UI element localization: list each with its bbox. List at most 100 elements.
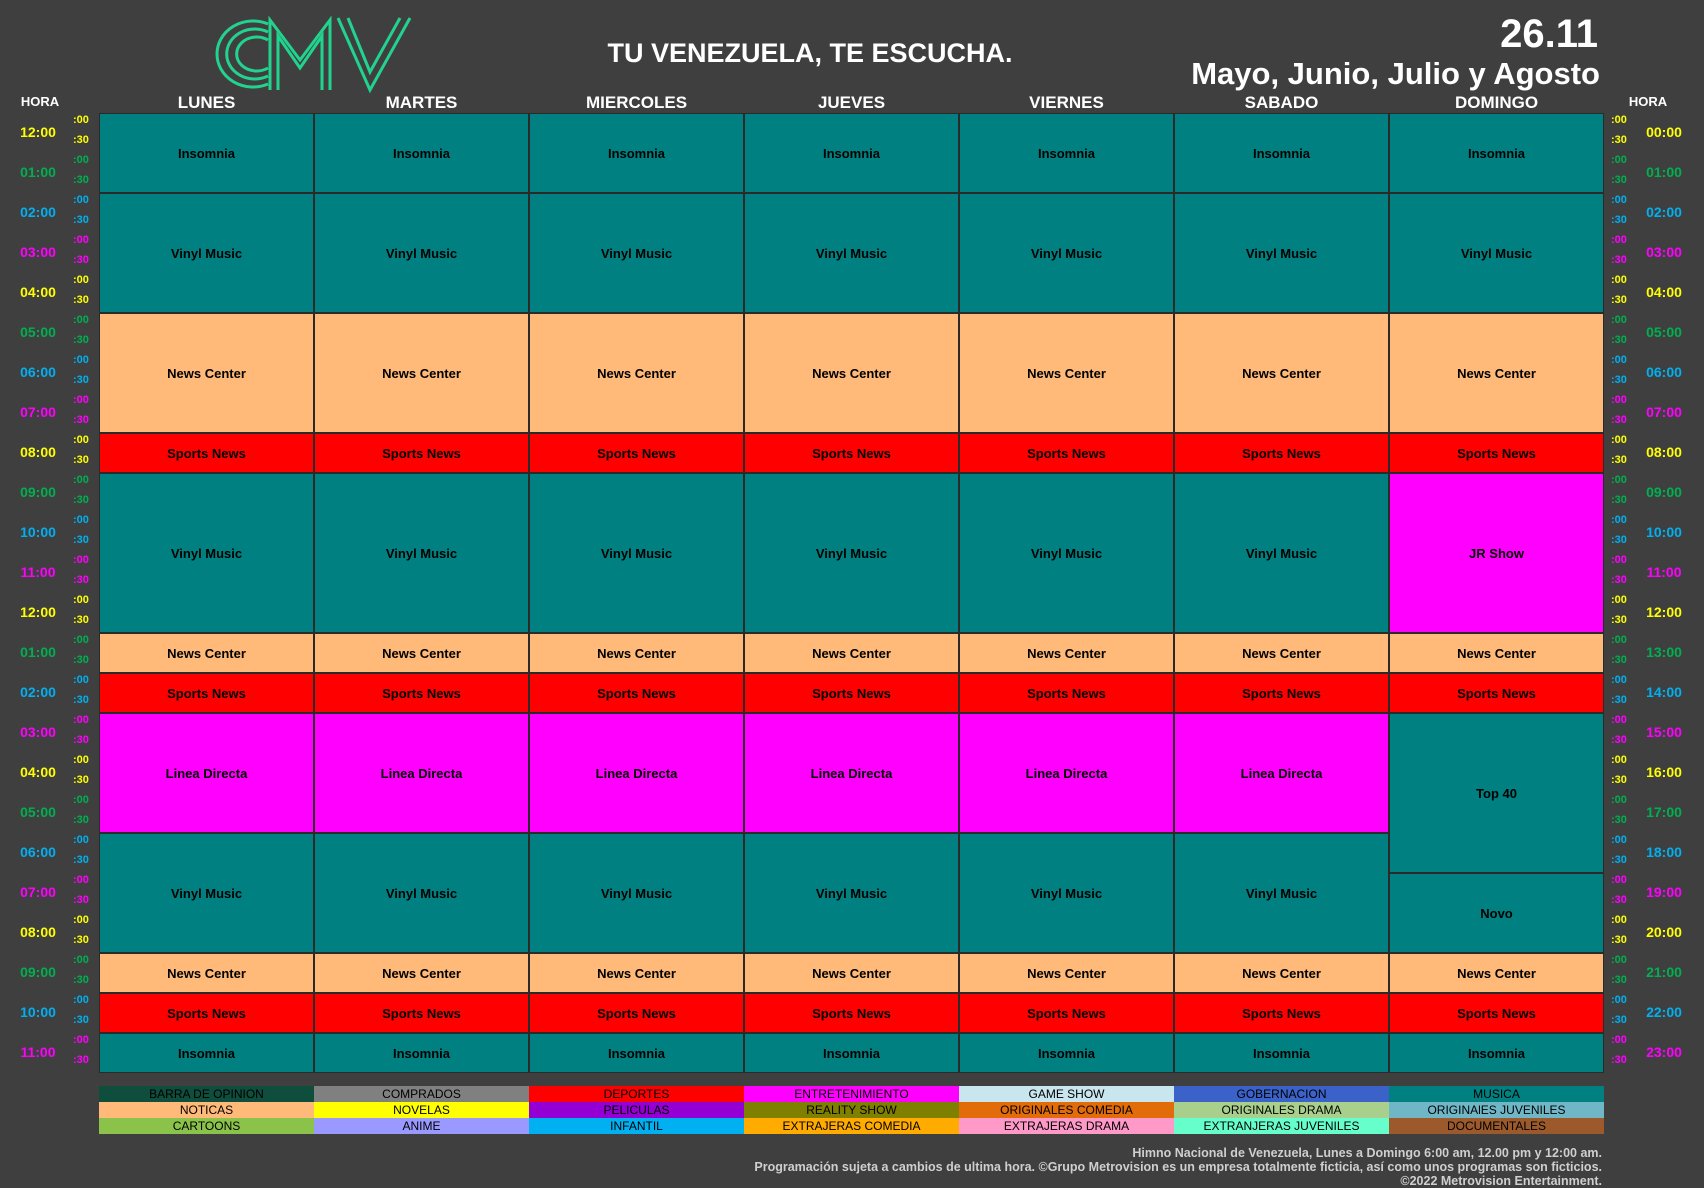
program-block: News Center: [314, 633, 529, 673]
program-block: Insomnia: [1389, 113, 1604, 193]
minute-mark-right: :30: [1611, 334, 1627, 346]
minute-mark-right: :00: [1611, 354, 1627, 366]
legend-item: MUSICA: [1389, 1086, 1604, 1102]
program-block: Vinyl Music: [959, 193, 1174, 313]
minute-mark-right: :30: [1611, 734, 1627, 746]
program-block: Vinyl Music: [99, 833, 314, 953]
legend-item: COMPRADOS: [314, 1086, 529, 1102]
minute-mark-left: :00: [73, 354, 89, 366]
program-block: Vinyl Music: [1174, 193, 1389, 313]
day-header-sabado: SABADO: [1244, 93, 1319, 112]
legend-item: ORIGINAlES JUVENILES: [1389, 1102, 1604, 1118]
minute-mark-right: :00: [1611, 274, 1627, 286]
hour-label-right: 23:00: [1646, 1044, 1682, 1060]
program-block: Vinyl Music: [529, 833, 744, 953]
hour-label-left: 04:00: [20, 764, 56, 780]
program-block: Insomnia: [1389, 1033, 1604, 1073]
minute-mark-right: :00: [1611, 194, 1627, 206]
minute-mark-right: :00: [1611, 714, 1627, 726]
hour-label-right: 22:00: [1646, 1004, 1682, 1020]
minute-mark-right: :00: [1611, 514, 1627, 526]
minute-mark-left: :30: [73, 774, 89, 786]
program-block: Vinyl Music: [314, 193, 529, 313]
legend-item: DOCUMENTALES: [1389, 1118, 1604, 1134]
legend-item: DEPORTES: [529, 1086, 744, 1102]
hour-label-right: 11:00: [1646, 564, 1682, 580]
program-block: News Center: [744, 953, 959, 993]
minute-mark-left: :00: [73, 314, 89, 326]
program-block: Insomnia: [529, 1033, 744, 1073]
minute-mark-left: :30: [73, 1054, 89, 1066]
program-block: Sports News: [1174, 673, 1389, 713]
hour-label-left: 06:00: [20, 364, 56, 380]
hour-label-left: 06:00: [20, 844, 56, 860]
minute-mark-right: :30: [1611, 534, 1627, 546]
minute-mark-right: :30: [1611, 374, 1627, 386]
hour-label-right: 03:00: [1646, 244, 1682, 260]
minute-mark-left: :00: [73, 554, 89, 566]
minute-mark-right: :00: [1611, 994, 1627, 1006]
program-block: Linea Directa: [99, 713, 314, 833]
minute-mark-right: :30: [1611, 294, 1627, 306]
program-block: Insomnia: [314, 1033, 529, 1073]
program-block: News Center: [1389, 633, 1604, 673]
minute-mark-right: :00: [1611, 914, 1627, 926]
hour-label-left: 07:00: [20, 404, 56, 420]
program-block: Insomnia: [529, 113, 744, 193]
hour-label-left: 05:00: [20, 324, 56, 340]
program-block: Sports News: [1389, 673, 1604, 713]
hour-label-right: 02:00: [1646, 204, 1682, 220]
hora-header-right: HORA: [1628, 94, 1668, 109]
program-block: Sports News: [1174, 433, 1389, 473]
program-block: Vinyl Music: [1174, 473, 1389, 633]
minute-mark-left: :30: [73, 374, 89, 386]
minute-mark-right: :00: [1611, 474, 1627, 486]
footer-line-2: Programación sujeta a cambios de ultima …: [754, 1160, 1602, 1174]
program-block: News Center: [314, 953, 529, 993]
program-block: Insomnia: [99, 113, 314, 193]
hour-label-left: 10:00: [20, 1004, 56, 1020]
program-block: News Center: [1389, 953, 1604, 993]
minute-mark-left: :30: [73, 214, 89, 226]
minute-mark-right: :00: [1611, 1034, 1627, 1046]
program-block: News Center: [529, 313, 744, 433]
program-block: Sports News: [744, 433, 959, 473]
legend-item: EXTRAJERAS DRAMA: [959, 1118, 1174, 1134]
hour-label-right: 16:00: [1646, 764, 1682, 780]
legend-item: ENTRETENIMIENTO: [744, 1086, 959, 1102]
minute-mark-right: :30: [1611, 414, 1627, 426]
legend-item: PELICULAS: [529, 1102, 744, 1118]
program-block: Sports News: [1174, 993, 1389, 1033]
minute-mark-right: :30: [1611, 614, 1627, 626]
legend-item: BARRA DE OPINION: [99, 1086, 314, 1102]
minute-mark-left: :30: [73, 494, 89, 506]
hour-label-left: 10:00: [20, 524, 56, 540]
program-block: Insomnia: [959, 113, 1174, 193]
hour-label-left: 02:00: [20, 684, 56, 700]
hour-label-right: 04:00: [1646, 284, 1682, 300]
hour-label-left: 01:00: [20, 644, 56, 660]
hour-label-left: 08:00: [20, 444, 56, 460]
program-block: News Center: [959, 633, 1174, 673]
minute-mark-right: :30: [1611, 974, 1627, 986]
program-block: Vinyl Music: [959, 833, 1174, 953]
hour-label-left: 03:00: [20, 724, 56, 740]
legend-item: ORIGINALES DRAMA: [1174, 1102, 1389, 1118]
minute-mark-right: :00: [1611, 394, 1627, 406]
program-block: Vinyl Music: [1389, 193, 1604, 313]
minute-mark-left: :00: [73, 194, 89, 206]
hour-label-right: 06:00: [1646, 364, 1682, 380]
hour-label-right: 12:00: [1646, 604, 1682, 620]
footer-line-3: ©2022 Metrovision Entertainment.: [1400, 1174, 1602, 1188]
minute-mark-left: :30: [73, 134, 89, 146]
minute-mark-right: :00: [1611, 754, 1627, 766]
day-header-martes: MARTES: [385, 93, 458, 112]
hour-label-left: 09:00: [20, 964, 56, 980]
minute-mark-left: :30: [73, 454, 89, 466]
hour-label-left: 01:00: [20, 164, 56, 180]
hour-label-right: 20:00: [1646, 924, 1682, 940]
hour-label-left: 12:00: [20, 604, 56, 620]
minute-mark-right: :00: [1611, 114, 1627, 126]
program-block: Vinyl Music: [744, 473, 959, 633]
hour-label-left: 11:00: [20, 1044, 56, 1060]
